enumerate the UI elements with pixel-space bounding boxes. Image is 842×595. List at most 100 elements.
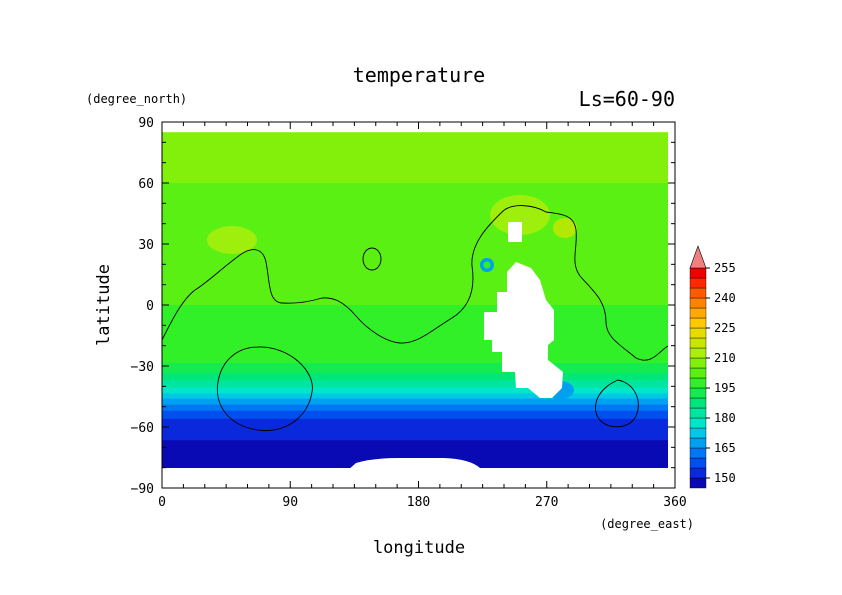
temperature-band — [162, 222, 668, 225]
temperature-band — [162, 247, 668, 249]
temperature-band — [162, 267, 668, 269]
temperature-band — [162, 239, 668, 242]
temperature-band — [162, 345, 668, 348]
colorbar-tick-label: 255 — [714, 261, 736, 275]
temperature-band — [162, 188, 668, 190]
temperature-band — [162, 419, 668, 422]
temperature-band — [162, 446, 668, 448]
temperature-band — [162, 287, 668, 290]
temperature-band — [162, 278, 668, 280]
temperature-band — [162, 306, 668, 308]
colorbar-extension-triangle — [689, 245, 707, 269]
temperature-band — [162, 371, 668, 373]
temperature-band — [162, 450, 668, 452]
temperature-band — [162, 199, 668, 201]
temperature-band — [162, 366, 668, 368]
temperature-band — [162, 445, 668, 447]
temperature-band — [162, 456, 668, 458]
temperature-band — [162, 215, 668, 217]
temperature-band — [162, 296, 668, 299]
temperature-band — [162, 281, 668, 284]
x-unit-label: (degree_east) — [600, 517, 694, 531]
temperature-band — [162, 358, 668, 361]
contour-200k-east-ring — [595, 379, 639, 428]
temperature-band — [162, 423, 668, 426]
temperature-band — [162, 348, 668, 351]
temperature-band — [162, 289, 668, 292]
colorbar-labels: 150 165 180 195 210 225 240 255 — [706, 261, 736, 485]
colorbar-box — [689, 277, 707, 289]
temperature-band — [162, 141, 668, 143]
y-axis-label: latitude — [94, 264, 114, 346]
temperature-band — [162, 138, 668, 140]
temperature-band — [162, 235, 668, 238]
y-tick-label: 0 — [146, 299, 154, 314]
temperature-band — [162, 163, 668, 166]
temperature-band — [162, 270, 668, 272]
temperature-band — [162, 275, 668, 277]
temperature-band — [162, 436, 668, 438]
temperature-band — [162, 447, 668, 449]
temperature-band — [162, 178, 668, 181]
temperature-band — [162, 170, 668, 173]
temperature-band — [162, 224, 668, 227]
colorbar-boxes — [689, 245, 707, 489]
temperature-band — [162, 380, 668, 382]
temperature-band — [162, 165, 668, 168]
x-ticks: 0 90 180 270 360 — [158, 122, 687, 510]
x-axis-label: longitude — [373, 538, 465, 558]
chart-title: temperature — [353, 63, 485, 87]
temperature-band — [162, 216, 668, 218]
temperature-band — [162, 428, 668, 430]
temperature-band — [162, 330, 668, 332]
temperature-band — [162, 172, 668, 175]
temperature-band — [162, 213, 668, 215]
temperature-band — [162, 370, 668, 372]
colorbar-box — [689, 377, 707, 389]
colorbar-box — [689, 357, 707, 369]
temperature-band — [162, 212, 668, 214]
temperature-band — [162, 227, 668, 230]
temperature-band — [162, 140, 668, 142]
temperature-band — [162, 399, 668, 401]
temperature-band — [162, 174, 668, 177]
temperature-band — [162, 271, 668, 273]
temperature-band — [162, 387, 668, 389]
temperature-band — [162, 349, 668, 352]
temperature-band — [162, 308, 668, 310]
temperature-band — [162, 276, 668, 278]
colorbar-tick-label: 195 — [714, 381, 736, 395]
temperature-band — [162, 437, 668, 439]
temperature-band — [162, 197, 668, 199]
temperature-band — [162, 407, 668, 410]
temperature-band — [162, 311, 668, 313]
temperature-band — [162, 148, 668, 150]
temperature-band — [162, 302, 668, 305]
axes: 0 90 180 270 360 90 60 30 0 −30 −60 −90 — [131, 116, 687, 510]
temperature-band — [162, 357, 668, 360]
temperature-band — [162, 374, 668, 376]
temperature-band — [162, 151, 668, 153]
colorbar-box — [689, 387, 707, 399]
temperature-band — [162, 340, 668, 342]
temperature-band — [162, 204, 668, 206]
temperature-band — [162, 144, 668, 146]
temperature-band — [162, 322, 668, 324]
temperature-band — [162, 386, 668, 388]
temperature-band — [162, 310, 668, 312]
temperature-band — [162, 377, 668, 379]
temperature-band — [162, 241, 668, 244]
temperature-band — [162, 375, 668, 377]
temperature-band — [162, 320, 668, 322]
temperature-band — [162, 361, 668, 364]
temperature-band — [162, 409, 668, 412]
temperature-band — [162, 285, 668, 288]
temperature-band — [162, 150, 668, 152]
missing-data-tharsis — [484, 262, 563, 398]
colorbar-tick-label: 210 — [714, 351, 736, 365]
temperature-band — [162, 398, 668, 400]
temperature-band — [162, 442, 668, 444]
temperature-band — [162, 400, 668, 402]
temperature-band — [162, 441, 668, 443]
temperature-band — [162, 260, 668, 262]
